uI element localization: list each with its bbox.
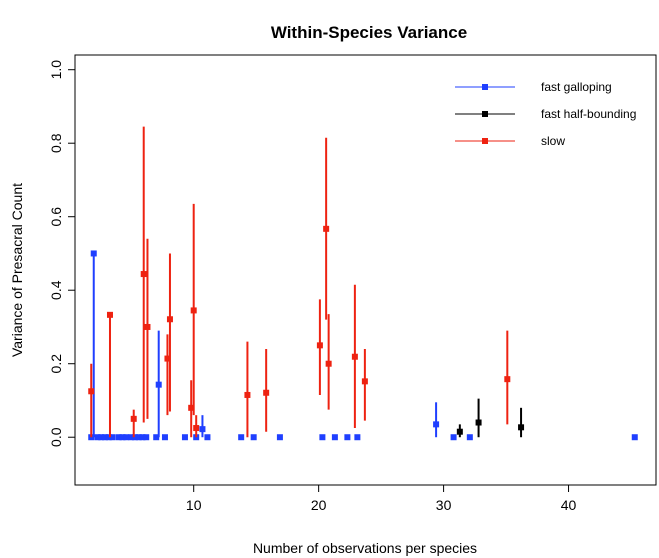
y-tick-label: 0.8 xyxy=(48,133,64,153)
x-axis: 10 20 30 40 xyxy=(186,485,577,513)
data-point xyxy=(164,355,171,362)
data-point xyxy=(109,434,116,441)
data-point xyxy=(105,434,112,441)
data-point xyxy=(323,225,330,232)
data-marks xyxy=(88,126,638,441)
data-point xyxy=(518,424,525,431)
data-point xyxy=(325,360,332,367)
data-point xyxy=(204,434,211,441)
data-point xyxy=(238,434,245,441)
data-point xyxy=(263,389,270,396)
data-point xyxy=(331,434,338,441)
y-tick-label: 0.0 xyxy=(48,427,64,447)
plot-area xyxy=(74,54,657,486)
data-point xyxy=(433,421,440,428)
data-point xyxy=(88,388,95,395)
data-point xyxy=(319,434,326,441)
data-point xyxy=(115,434,122,441)
y-tick-label: 1.0 xyxy=(48,60,64,80)
data-point xyxy=(155,381,162,388)
data-point xyxy=(144,323,151,330)
x-tick-label: 30 xyxy=(436,497,452,513)
data-point xyxy=(135,434,142,441)
data-point xyxy=(94,434,101,441)
y-axis-label: Variance of Presacral Count xyxy=(9,183,25,357)
data-point xyxy=(466,434,473,441)
data-point xyxy=(181,434,188,441)
data-point xyxy=(450,434,457,441)
data-point xyxy=(456,428,463,435)
data-point xyxy=(351,353,358,360)
chart-title: Within-Species Variance xyxy=(271,23,467,42)
data-point xyxy=(101,434,108,441)
data-point xyxy=(98,434,105,441)
data-point xyxy=(90,250,97,257)
x-tick-label: 40 xyxy=(561,497,577,513)
legend-marker xyxy=(482,111,488,117)
data-point xyxy=(276,434,283,441)
data-point xyxy=(128,434,135,441)
series-2 xyxy=(88,126,511,438)
data-point xyxy=(153,434,160,441)
legend-marker xyxy=(482,84,488,90)
data-point xyxy=(161,434,168,441)
data-point xyxy=(188,404,195,411)
y-tick-label: 0.2 xyxy=(48,354,64,374)
data-point xyxy=(131,434,138,441)
data-point xyxy=(354,434,361,441)
data-point xyxy=(166,316,173,323)
x-axis-label: Number of observations per species xyxy=(253,540,477,556)
legend-label: fast galloping xyxy=(541,80,612,94)
data-point xyxy=(199,426,206,433)
data-point xyxy=(106,311,113,318)
data-point xyxy=(631,434,638,441)
data-point xyxy=(316,342,323,349)
series-0 xyxy=(88,250,638,441)
data-point xyxy=(139,434,146,441)
data-point xyxy=(140,271,147,278)
series-1 xyxy=(456,398,525,438)
y-tick-label: 0.4 xyxy=(48,280,64,300)
y-tick-label: 0.6 xyxy=(48,207,64,227)
data-point xyxy=(123,434,130,441)
x-tick-label: 10 xyxy=(186,497,202,513)
data-point xyxy=(361,378,368,385)
data-point xyxy=(190,307,197,314)
x-tick-label: 20 xyxy=(311,497,327,513)
legend-marker xyxy=(482,138,488,144)
data-point xyxy=(130,415,137,422)
data-point xyxy=(344,434,351,441)
data-point xyxy=(143,434,150,441)
legend-label: fast half-bounding xyxy=(541,107,636,121)
y-axis: 0.0 0.2 0.4 0.6 0.8 1.0 xyxy=(48,60,75,447)
data-point xyxy=(250,434,257,441)
data-point xyxy=(475,419,482,426)
data-point xyxy=(119,434,126,441)
data-point xyxy=(504,376,511,383)
data-point xyxy=(244,391,251,398)
legend-label: slow xyxy=(541,134,565,148)
legend: fast galloping fast half-bounding slow xyxy=(455,80,636,148)
data-point xyxy=(193,425,200,432)
